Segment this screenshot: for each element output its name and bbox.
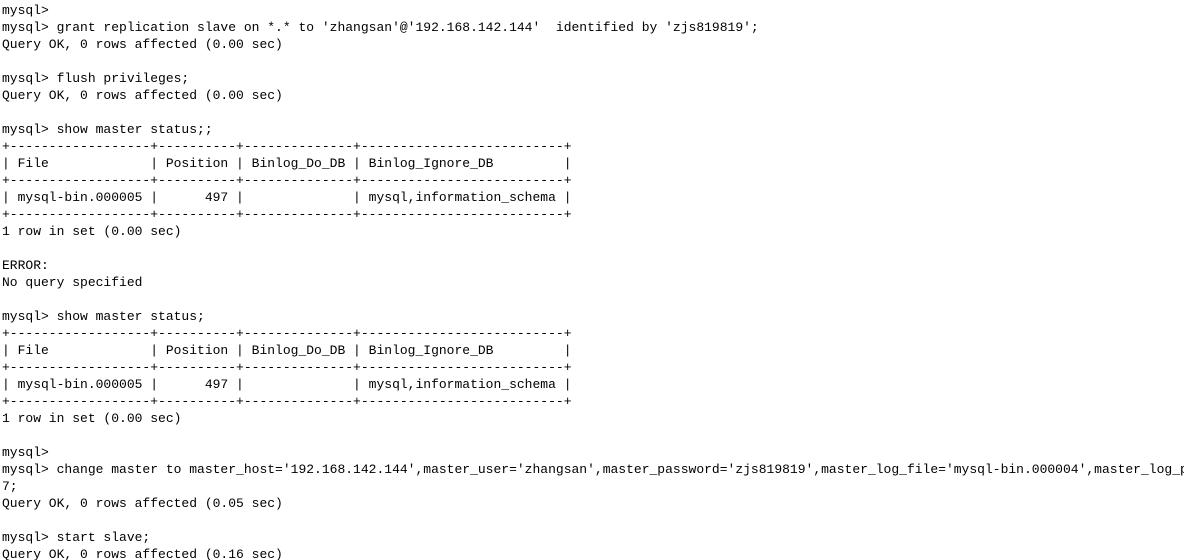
mysql-terminal[interactable]: mysql> mysql> grant replication slave on… — [0, 0, 1184, 560]
terminal-output: mysql> mysql> grant replication slave on… — [2, 2, 1184, 560]
